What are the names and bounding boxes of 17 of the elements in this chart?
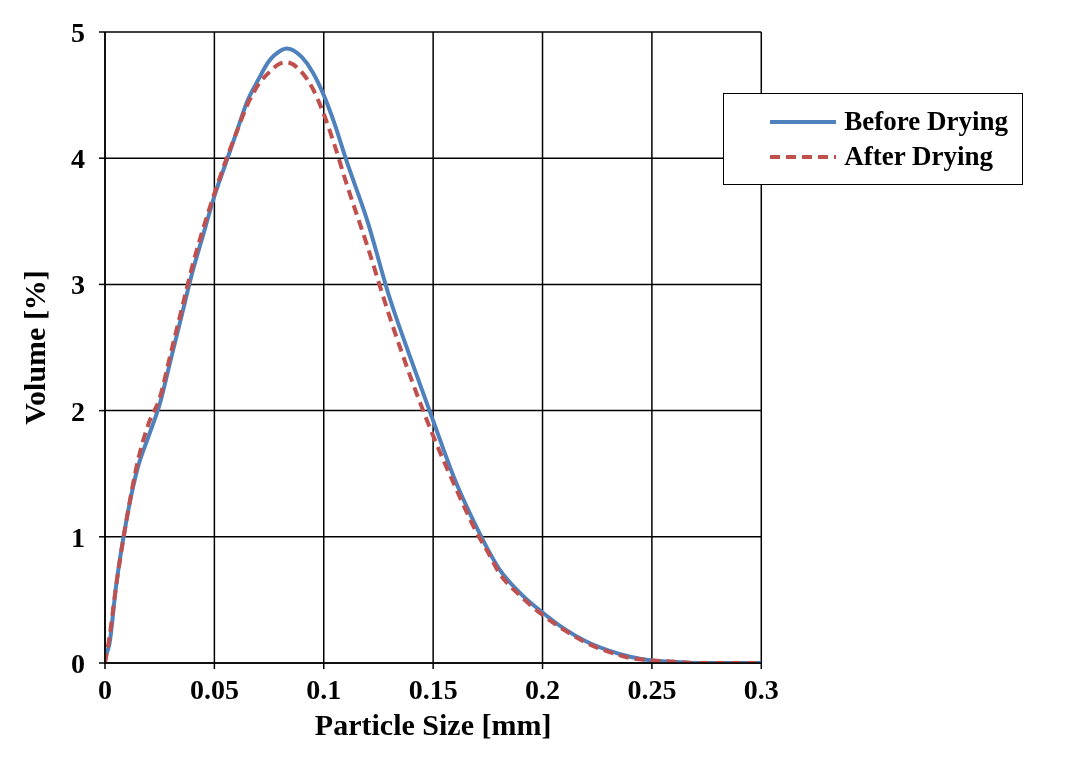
y-axis-title: Volume [%]	[17, 270, 51, 425]
x-tick-label: 0.25	[627, 673, 677, 705]
x-axis-title: Particle Size [mm]	[314, 708, 552, 741]
x-tick-label: 0.1	[306, 673, 342, 705]
y-tick-label: 4	[71, 143, 85, 175]
x-tick-label: 0.15	[408, 673, 458, 705]
legend-label: Before Drying	[844, 106, 1008, 137]
legend-label: After Drying	[844, 141, 993, 172]
x-tick-label: 0.3	[743, 673, 779, 705]
y-tick-label: 1	[71, 521, 85, 553]
y-tick-label: 3	[71, 269, 85, 301]
y-tick-label: 5	[71, 16, 85, 48]
x-tick-label: 0.2	[525, 673, 561, 705]
x-tick-label: 0.05	[189, 673, 239, 705]
x-tick-label: 0	[98, 673, 112, 705]
y-tick-label: 0	[71, 647, 85, 679]
y-tick-label: 2	[71, 395, 85, 427]
